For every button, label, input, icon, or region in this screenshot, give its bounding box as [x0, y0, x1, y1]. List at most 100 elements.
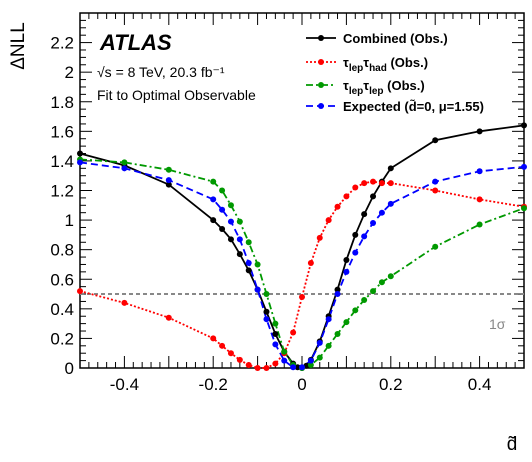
data-point-lephad	[476, 196, 483, 203]
legend-lephad-sub1: lep	[349, 63, 363, 74]
data-point-expected	[387, 200, 394, 207]
legend-label-combined: Combined (Obs.)	[343, 31, 448, 46]
legend-leplep-tau1: τ	[343, 78, 349, 93]
data-point-lephad	[165, 314, 172, 321]
axis-tick-labels: -0.4 -0.2 0 0.2 0.4 0 0.2 0.4 0.6 0.8 1 1.2 1.4 1.6 1.…	[50, 34, 491, 394]
data-point-lephad	[307, 259, 314, 266]
x-tick-label: 0.2	[379, 375, 403, 394]
data-point-lephad	[254, 365, 261, 371]
y-tick-label: 0.2	[50, 329, 74, 348]
data-point-lephad	[316, 234, 323, 241]
data-point-expected	[165, 177, 172, 184]
data-point-combined	[219, 225, 226, 232]
data-point-lephad	[245, 362, 252, 369]
data-point-leplep	[272, 320, 279, 327]
data-point-lephad	[352, 184, 359, 191]
legend-swatch-marker-expected	[318, 103, 324, 109]
data-point-lephad	[343, 193, 350, 200]
data-point-expected	[378, 209, 385, 216]
data-point-combined	[387, 165, 394, 172]
legend-lephad-suffix: (Obs.)	[387, 55, 428, 70]
data-point-combined	[476, 128, 483, 135]
data-point-combined	[165, 181, 172, 188]
data-point-lephad	[361, 180, 368, 187]
legend-leplep-sub1: lep	[349, 86, 363, 97]
data-point-leplep	[245, 239, 252, 246]
data-point-lephad	[272, 360, 279, 367]
data-point-leplep	[325, 342, 332, 349]
data-point-expected	[77, 159, 83, 166]
y-tick-label: 1.4	[50, 152, 74, 171]
series-points	[77, 122, 527, 371]
data-point-lephad	[290, 329, 297, 336]
data-point-leplep	[281, 348, 288, 355]
data-point-combined	[236, 251, 243, 258]
x-tick-label: -0.4	[110, 375, 139, 394]
x-tick-label: 0	[297, 375, 306, 394]
data-point-combined	[210, 217, 217, 224]
data-point-leplep	[343, 319, 350, 326]
legend-lephad-tau1: τ	[343, 55, 349, 70]
legend-leplep-tau2: τ	[363, 78, 369, 93]
data-point-lephad	[325, 217, 332, 224]
legend-lephad-tau2: τ	[363, 55, 369, 70]
data-point-leplep	[476, 221, 483, 228]
data-point-leplep	[263, 291, 270, 298]
data-point-combined	[361, 211, 368, 218]
y-axis-title: ΔNLL	[8, 22, 29, 70]
data-point-expected	[290, 364, 297, 371]
data-point-combined	[343, 257, 350, 264]
y-tick-label: 1.8	[50, 93, 74, 112]
data-point-combined	[352, 231, 359, 238]
legend-label-leplep: τlepτlep (Obs.)	[343, 78, 425, 97]
data-point-leplep	[254, 261, 261, 268]
data-point-lephad	[77, 288, 83, 295]
data-point-expected	[307, 357, 314, 364]
data-point-leplep	[352, 307, 359, 314]
data-point-lephad	[236, 356, 243, 363]
data-point-combined	[521, 122, 527, 129]
data-point-expected	[254, 286, 261, 293]
data-point-expected	[361, 233, 368, 240]
legend-lephad-sub2: had	[369, 63, 387, 74]
data-point-expected	[263, 316, 270, 323]
data-point-leplep	[370, 288, 377, 295]
data-point-lephad	[227, 350, 234, 357]
data-point-lephad	[299, 294, 305, 300]
data-point-leplep	[334, 330, 341, 337]
legend-swatch-marker-leplep	[318, 82, 324, 88]
data-point-combined	[227, 236, 234, 243]
data-point-leplep	[227, 202, 234, 209]
data-point-combined	[294, 364, 301, 371]
data-point-leplep	[210, 178, 217, 185]
series-line-lephad	[79, 180, 525, 369]
data-point-expected	[432, 178, 439, 185]
data-point-combined	[77, 150, 83, 157]
one-sigma-label: 1σ	[489, 316, 506, 332]
y-tick-label: 1	[65, 211, 74, 230]
x-axis-title: d̃	[507, 434, 518, 455]
data-point-combined	[370, 193, 377, 200]
data-point-combined	[272, 330, 279, 337]
data-point-combined	[245, 267, 252, 274]
y-tick-label: 2.2	[50, 34, 74, 53]
legend-swatch-marker-combined	[318, 35, 324, 41]
legend-swatches	[306, 35, 336, 109]
data-point-leplep	[219, 187, 226, 194]
y-tick-label: 0.8	[50, 241, 74, 260]
data-point-leplep	[361, 296, 368, 303]
data-point-leplep	[236, 218, 243, 225]
data-point-expected	[343, 268, 350, 275]
data-point-expected	[476, 168, 483, 175]
data-point-leplep	[521, 205, 527, 212]
data-point-expected	[316, 339, 323, 346]
data-point-lephad	[219, 342, 226, 349]
legend-leplep-suffix: (Obs.)	[384, 78, 425, 93]
legend-leplep-sub2: lep	[369, 86, 383, 97]
fit-description-label: Fit to Optimal Observable	[97, 87, 256, 103]
y-tick-label: 2	[65, 63, 74, 82]
y-tick-label: 0.4	[50, 300, 74, 319]
data-point-leplep	[432, 243, 439, 250]
